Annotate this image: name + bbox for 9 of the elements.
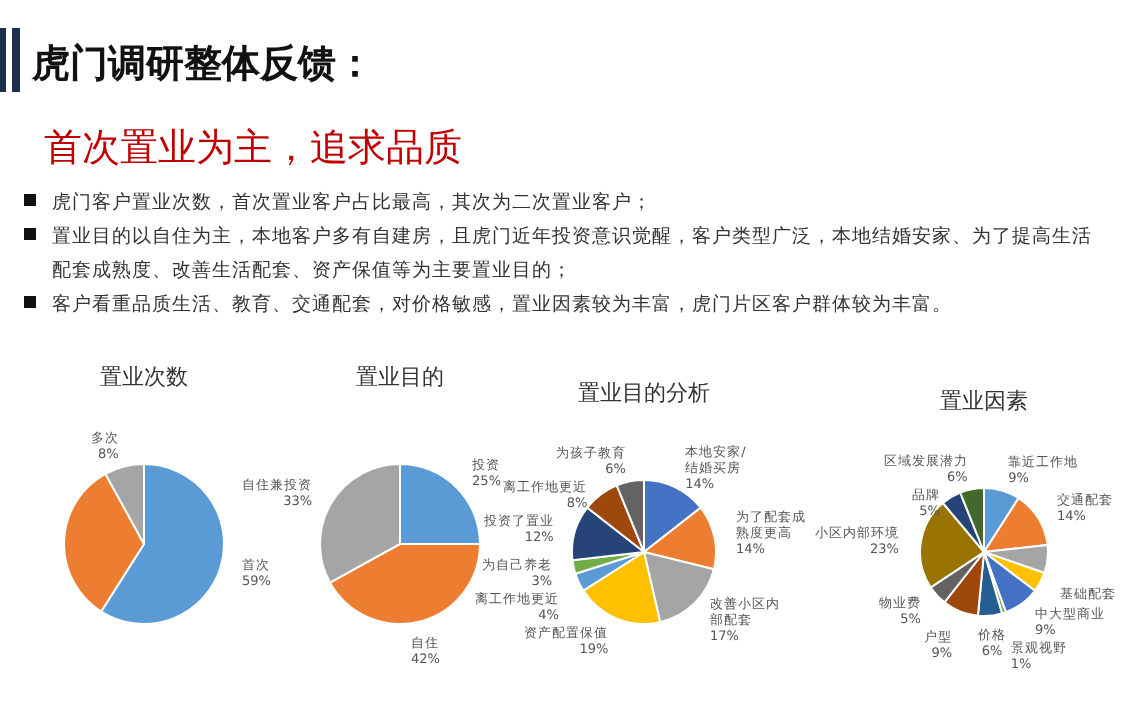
chart-title: 置业目的 — [356, 364, 444, 390]
text: 首次置业为主，追求品质 — [44, 126, 462, 170]
text: 虎门调研整体反馈： — [30, 42, 374, 86]
chart-title: 置业次数 — [100, 364, 188, 390]
text: 置业目的以自住为主，本地客户多有自建房，且虎门近年投资意识觉醒，客户类型广泛，本地结婚安家、为了提高生活配套成熟度、改善生活配套、资产保值等为主要置业目的； — [52, 224, 1092, 282]
text: 虎门客户置业次数，首次置业客户占比最高，其次为二次置业客户； — [52, 190, 652, 214]
chart-title: 置业因素 — [940, 388, 1028, 414]
text: 客户看重品质生活、教育、交通配套，对价格敏感，置业因素较为丰富，虎门片区客户群体较为丰富。 — [52, 292, 952, 316]
chart-title: 置业目的分析 — [578, 380, 710, 406]
